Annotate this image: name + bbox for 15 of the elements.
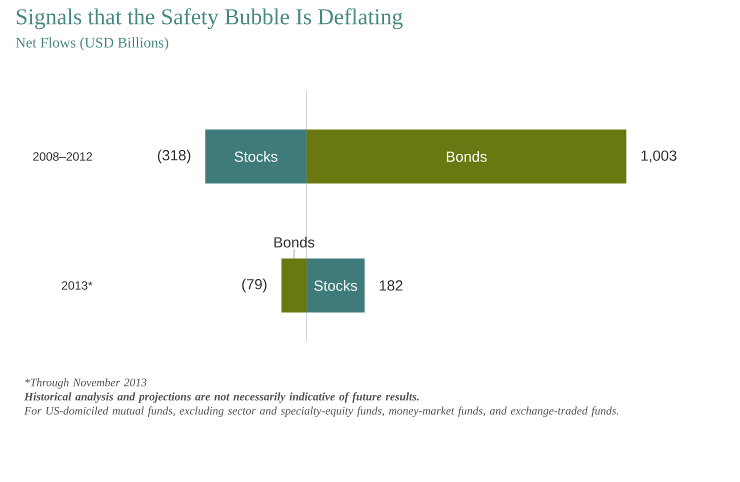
- chart-title: Signals that the Safety Bubble Is Deflating: [16, 8, 403, 30]
- text: Historical analysis and projections are not necessarily indicative of future results.: [24, 392, 419, 403]
- y-tick-label: 2013*: [62, 281, 92, 290]
- y-tick-label: 2008–2012: [33, 152, 92, 161]
- series-label: Stocks: [314, 280, 358, 291]
- data-label: (79): [242, 278, 266, 292]
- data-label: 1,003: [641, 150, 676, 163]
- text: *Through November 2013: [25, 378, 146, 389]
- data-label: (318): [158, 150, 190, 164]
- series-label: Bonds: [274, 236, 314, 248]
- text: For US-domiciled mutual funds, excluding sector and specialty-equity funds, money-market funds, and exchange-traded funds.: [24, 406, 618, 417]
- text: Bonds: [446, 151, 487, 162]
- chart-subtitle: Net Flows (USD Billions): [16, 37, 168, 51]
- data-label: 182: [380, 280, 402, 291]
- text: Stocks: [234, 151, 278, 162]
